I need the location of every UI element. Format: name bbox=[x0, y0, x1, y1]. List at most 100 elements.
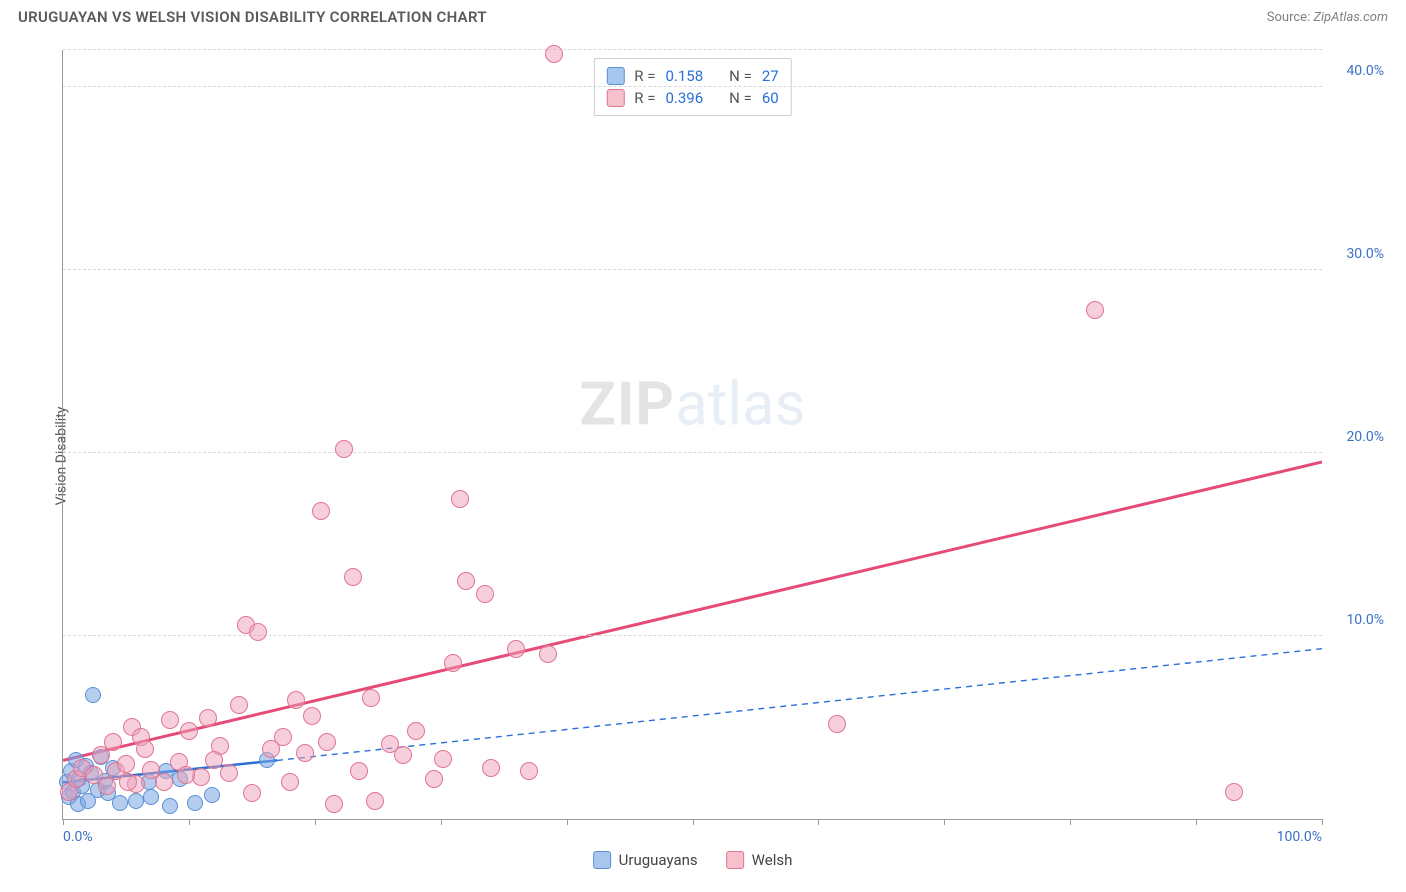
stats-n-value: 60 bbox=[762, 87, 779, 109]
scatter-point bbox=[1086, 301, 1104, 319]
scatter-point bbox=[177, 766, 195, 784]
stats-row: R = 0.158 N = 27 bbox=[606, 65, 778, 87]
scatter-point bbox=[425, 770, 443, 788]
scatter-point bbox=[287, 691, 305, 709]
scatter-point bbox=[312, 502, 330, 520]
scatter-point bbox=[187, 795, 203, 811]
scatter-point bbox=[335, 440, 353, 458]
x-tick bbox=[944, 819, 945, 825]
scatter-point bbox=[325, 795, 343, 813]
stats-n-label: N = bbox=[729, 65, 752, 87]
scatter-point bbox=[451, 490, 469, 508]
scatter-point bbox=[155, 773, 173, 791]
scatter-point bbox=[205, 751, 223, 769]
scatter-point bbox=[128, 793, 144, 809]
scatter-point bbox=[381, 735, 399, 753]
scatter-point bbox=[249, 623, 267, 641]
scatter-point bbox=[476, 585, 494, 603]
x-tick bbox=[63, 819, 64, 825]
scatter-point bbox=[199, 709, 217, 727]
x-tick-label: 0.0% bbox=[63, 829, 93, 845]
scatter-point bbox=[85, 687, 101, 703]
stats-r-label: R = bbox=[634, 65, 655, 87]
scatter-point bbox=[1225, 783, 1243, 801]
scatter-point bbox=[545, 45, 563, 63]
scatter-point bbox=[117, 755, 135, 773]
stats-n-value: 27 bbox=[762, 65, 779, 87]
scatter-point bbox=[112, 795, 128, 811]
trend-lines bbox=[63, 50, 1322, 819]
x-tick bbox=[441, 819, 442, 825]
header: URUGUAYAN VS WELSH VISION DISABILITY COR… bbox=[0, 0, 1406, 30]
x-tick bbox=[315, 819, 316, 825]
scatter-point bbox=[350, 762, 368, 780]
y-tick-label: 40.0% bbox=[1346, 63, 1384, 79]
stats-r-value: 0.396 bbox=[665, 87, 703, 109]
stats-swatch-icon bbox=[606, 89, 624, 107]
x-tick bbox=[1070, 819, 1071, 825]
x-tick bbox=[567, 819, 568, 825]
scatter-point bbox=[520, 762, 538, 780]
stats-row: R = 0.396 N = 60 bbox=[606, 87, 778, 109]
source-attribution: Source: ZipAtlas.com bbox=[1267, 10, 1388, 25]
scatter-point bbox=[274, 728, 292, 746]
stats-box: R = 0.158 N = 27 R = 0.396 N = 60 bbox=[593, 58, 791, 116]
plot-area: ZIPatlas R = 0.158 N = 27 R = 0.396 N = … bbox=[62, 50, 1322, 820]
scatter-point bbox=[366, 792, 384, 810]
scatter-point bbox=[104, 733, 122, 751]
scatter-point bbox=[230, 696, 248, 714]
gridline-h bbox=[63, 49, 1322, 50]
chart-container: Vision Disability ZIPatlas R = 0.158 N =… bbox=[18, 40, 1388, 872]
legend-label: Uruguayans bbox=[619, 851, 698, 869]
scatter-point bbox=[407, 722, 425, 740]
gridline-h bbox=[63, 269, 1322, 270]
scatter-point bbox=[828, 715, 846, 733]
scatter-point bbox=[119, 773, 137, 791]
scatter-point bbox=[281, 773, 299, 791]
x-tick-label: 100.0% bbox=[1277, 829, 1322, 845]
scatter-point bbox=[303, 707, 321, 725]
x-tick bbox=[1196, 819, 1197, 825]
stats-r-value: 0.158 bbox=[665, 65, 703, 87]
stats-swatch-icon bbox=[606, 67, 624, 85]
scatter-point bbox=[344, 568, 362, 586]
x-tick bbox=[1322, 819, 1323, 825]
scatter-point bbox=[444, 654, 462, 672]
x-tick bbox=[189, 819, 190, 825]
watermark: ZIPatlas bbox=[579, 368, 805, 439]
scatter-point bbox=[296, 744, 314, 762]
legend-swatch-icon bbox=[726, 851, 744, 869]
scatter-point bbox=[162, 798, 178, 814]
scatter-point bbox=[539, 645, 557, 663]
y-tick-label: 30.0% bbox=[1346, 246, 1384, 262]
scatter-point bbox=[204, 787, 220, 803]
scatter-point bbox=[180, 722, 198, 740]
scatter-point bbox=[434, 750, 452, 768]
stats-r-label: R = bbox=[634, 87, 655, 109]
scatter-point bbox=[482, 759, 500, 777]
scatter-point bbox=[457, 572, 475, 590]
chart-title: URUGUAYAN VS WELSH VISION DISABILITY COR… bbox=[18, 8, 487, 26]
x-tick bbox=[693, 819, 694, 825]
legend-item: Welsh bbox=[726, 851, 793, 869]
stats-n-label: N = bbox=[729, 87, 752, 109]
scatter-point bbox=[143, 789, 159, 805]
source-value: ZipAtlas.com bbox=[1313, 10, 1388, 25]
scatter-point bbox=[318, 733, 336, 751]
scatter-point bbox=[362, 689, 380, 707]
legend-label: Welsh bbox=[752, 851, 793, 869]
scatter-point bbox=[161, 711, 179, 729]
gridline-h bbox=[63, 452, 1322, 453]
scatter-point bbox=[220, 764, 238, 782]
y-tick-label: 20.0% bbox=[1346, 429, 1384, 445]
gridline-h bbox=[63, 86, 1322, 87]
legend-item: Uruguayans bbox=[593, 851, 698, 869]
x-tick bbox=[818, 819, 819, 825]
scatter-point bbox=[243, 784, 261, 802]
legend-swatch-icon bbox=[593, 851, 611, 869]
scatter-point bbox=[136, 740, 154, 758]
watermark-atlas: atlas bbox=[675, 368, 805, 439]
watermark-zip: ZIP bbox=[579, 368, 675, 439]
y-tick-label: 10.0% bbox=[1346, 612, 1384, 628]
scatter-point bbox=[507, 640, 525, 658]
